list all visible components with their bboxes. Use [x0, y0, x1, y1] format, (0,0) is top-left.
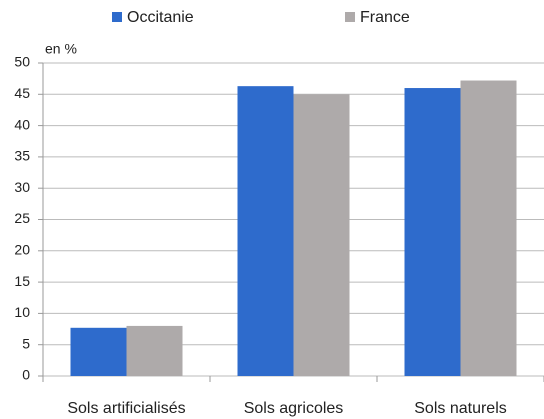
- y-tick-label: 10: [14, 304, 30, 320]
- bar: [70, 327, 127, 376]
- legend-label: Occitanie: [127, 9, 194, 26]
- y-tick-label: 25: [14, 210, 30, 226]
- y-tick-label: 45: [14, 85, 30, 101]
- y-axis-label: en %: [45, 41, 77, 57]
- y-tick-label: 5: [22, 335, 30, 351]
- bar: [293, 94, 350, 377]
- y-tick-label: 35: [14, 148, 30, 164]
- x-tick-label: Sols artificialisés: [67, 400, 185, 417]
- bar: [126, 325, 183, 376]
- bar: [237, 86, 294, 377]
- y-tick-label: 20: [14, 242, 30, 258]
- y-tick-label: 40: [14, 116, 30, 132]
- y-tick-label: 50: [14, 54, 30, 70]
- legend-swatch: [112, 12, 122, 22]
- legend-swatch: [345, 12, 355, 22]
- x-tick-label: Sols agricoles: [244, 400, 344, 417]
- y-tick-label: 0: [22, 367, 30, 383]
- y-tick-label: 15: [14, 273, 30, 289]
- legend-label: France: [360, 9, 410, 26]
- y-tick-label: 30: [14, 179, 30, 195]
- bar: [404, 88, 461, 376]
- x-tick-label: Sols naturels: [414, 400, 507, 417]
- bar: [460, 80, 517, 376]
